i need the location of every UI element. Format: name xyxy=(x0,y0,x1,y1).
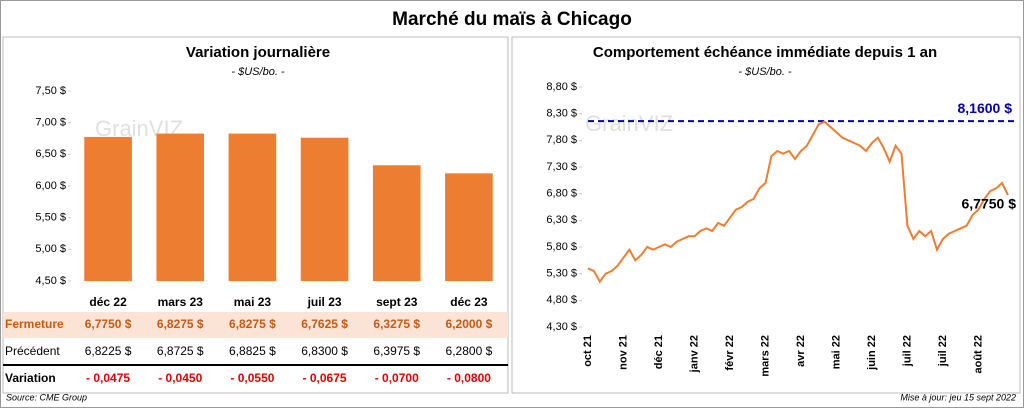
line-series xyxy=(587,120,1009,284)
watermark: GrainVIZ xyxy=(585,111,673,136)
bar xyxy=(84,136,132,281)
page-title: Marché du maïs à Chicago xyxy=(392,9,632,30)
x-tick-label: mai 22 xyxy=(830,335,842,369)
table-cell: 6,3275 $ xyxy=(373,317,420,331)
update-date: Mise à jour: jeu 15 sept 2022 xyxy=(900,392,1016,402)
y-tick-label: 5,50 $ xyxy=(35,212,66,224)
bar xyxy=(300,137,349,281)
x-tick-label: juil 23 xyxy=(307,295,342,309)
y-tick-label: 5,00 $ xyxy=(35,243,66,255)
chart-subtitle: - $US/bo. - xyxy=(738,66,792,78)
end-label: 6,7750 $ xyxy=(962,196,1017,212)
y-tick-label: 6,00 $ xyxy=(35,180,66,192)
bar xyxy=(372,165,421,281)
x-tick-label: nov 21 xyxy=(617,335,629,370)
y-tick-label: 6,30 $ xyxy=(546,214,577,226)
x-tick-label: juil 22 xyxy=(937,335,949,367)
source: Source: CME Group xyxy=(6,392,87,402)
table-cell: 6,8225 $ xyxy=(85,344,132,358)
table-row-label: Variation xyxy=(5,371,56,385)
x-tick-label: mai 23 xyxy=(234,295,272,309)
table-row-label: Précédent xyxy=(5,344,60,358)
y-tick-label: 6,80 $ xyxy=(546,188,577,200)
y-tick-label: 8,30 $ xyxy=(546,108,577,120)
table-cell: 6,2000 $ xyxy=(446,317,493,331)
table-cell: - 0,0450 xyxy=(158,371,202,385)
y-tick-label: 5,80 $ xyxy=(546,241,577,253)
right-panel xyxy=(511,36,1021,394)
chart-title: Comportement échéance immédiate depuis 1… xyxy=(593,44,937,61)
table-cell: 6,8275 $ xyxy=(157,317,204,331)
x-tick-label: déc 23 xyxy=(450,295,488,309)
y-tick-label: 7,50 $ xyxy=(35,85,66,97)
table-cell: 6,3975 $ xyxy=(373,344,420,358)
highlight-row xyxy=(3,312,508,338)
y-tick-label: 4,50 $ xyxy=(35,275,66,287)
reference-label: 8,1600 $ xyxy=(958,100,1013,116)
x-tick-label: févr 22 xyxy=(724,335,736,370)
chart-subtitle: - $US/bo. - xyxy=(231,66,285,78)
table-cell: 6,7625 $ xyxy=(301,317,348,331)
chart-title: Variation journalière xyxy=(186,44,330,61)
x-tick-label: mars 23 xyxy=(158,295,204,309)
x-tick-label: août 22 xyxy=(972,335,984,374)
table-row-label: Fermeture xyxy=(5,317,64,331)
table-cell: 6,2800 $ xyxy=(446,344,493,358)
y-tick-label: 7,80 $ xyxy=(546,134,577,146)
y-tick-label: 4,80 $ xyxy=(546,294,577,306)
table-cell: - 0,0475 xyxy=(86,371,130,385)
table-cell: 6,7750 $ xyxy=(85,317,132,331)
y-tick-label: 7,30 $ xyxy=(546,161,577,173)
y-tick-label: 6,50 $ xyxy=(35,148,66,160)
table-cell: 6,8300 $ xyxy=(301,344,348,358)
x-tick-label: juin 22 xyxy=(866,335,878,371)
table-cell: - 0,0800 xyxy=(447,371,491,385)
x-tick-label: mars 22 xyxy=(759,335,771,377)
table-cell: 6,8825 $ xyxy=(229,344,276,358)
x-tick-label: juil 22 xyxy=(901,335,913,367)
y-tick-label: 5,30 $ xyxy=(546,268,577,280)
table-cell: - 0,0550 xyxy=(230,371,274,385)
bar xyxy=(156,133,205,281)
x-tick-label: sept 23 xyxy=(376,295,418,309)
x-tick-label: avr 22 xyxy=(795,335,807,367)
x-tick-label: janv 22 xyxy=(688,335,700,373)
y-tick-label: 4,30 $ xyxy=(546,321,577,333)
y-tick-label: 7,00 $ xyxy=(35,117,66,129)
x-tick-label: déc 22 xyxy=(89,295,127,309)
y-tick-label: 8,80 $ xyxy=(546,81,577,93)
x-tick-label: oct 21 xyxy=(582,335,594,367)
bar xyxy=(445,173,493,281)
left-panel xyxy=(2,36,509,394)
x-tick-label: déc 21 xyxy=(653,335,665,369)
table-cell: 6,8275 $ xyxy=(229,317,276,331)
bar xyxy=(228,133,277,281)
table-cell: 6,8725 $ xyxy=(157,344,204,358)
table-cell: - 0,0700 xyxy=(375,371,419,385)
table-cell: - 0,0675 xyxy=(303,371,347,385)
